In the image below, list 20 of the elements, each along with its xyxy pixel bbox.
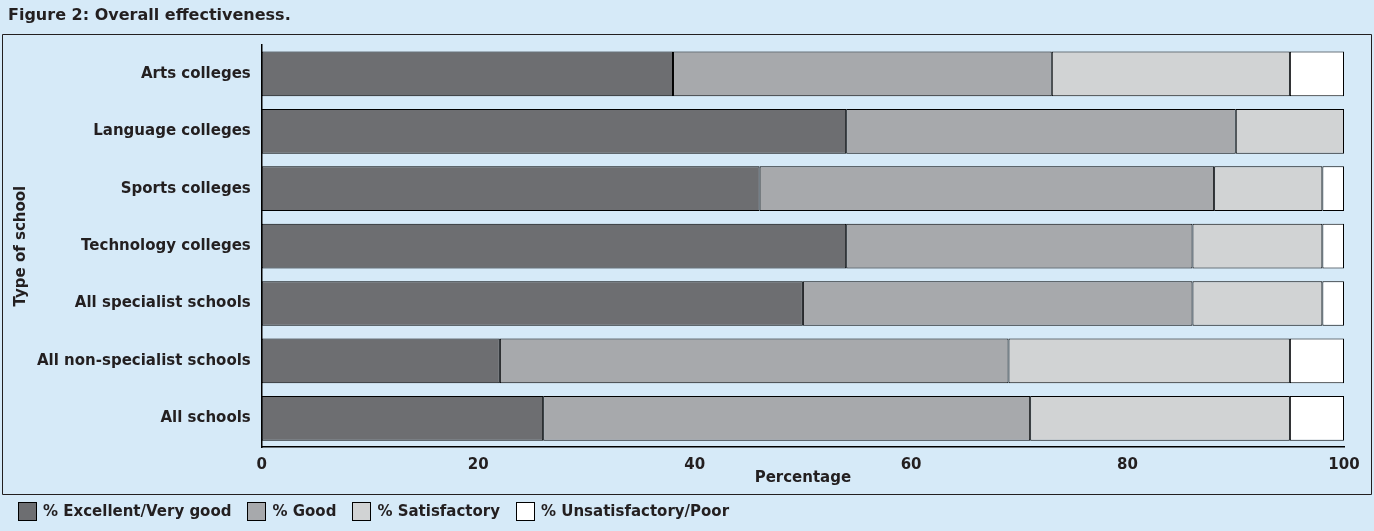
chart-title: Figure 2: Overall effectiveness. <box>8 4 291 24</box>
x-axis-title: Percentage <box>754 467 852 486</box>
x-tick-label: 40 <box>684 454 706 473</box>
x-tick-label: 20 <box>467 454 489 473</box>
y-tick-label: Language colleges <box>93 121 251 140</box>
legend-label: % Satisfactory <box>377 502 500 520</box>
legend-label: % Excellent/Very good <box>43 502 232 520</box>
y-axis-title: Type of school <box>10 185 29 307</box>
y-tick-label: All specialist schools <box>74 293 251 312</box>
y-tick-label: All schools <box>160 408 251 427</box>
x-tick-label: 80 <box>1117 454 1138 473</box>
x-tick-label: 0 <box>256 454 267 473</box>
y-tick-label: Arts colleges <box>140 63 251 82</box>
y-tick-label: All non-specialist schools <box>37 350 251 369</box>
y-tick-label: Sports colleges <box>120 178 251 197</box>
legend-label: % Good <box>272 502 337 520</box>
legend-label: % Unsatisfactory/Poor <box>541 502 730 520</box>
x-tick-label: 100 <box>1328 454 1360 473</box>
x-tick-label: 60 <box>900 454 922 473</box>
y-tick-label: Technology colleges <box>81 235 251 254</box>
